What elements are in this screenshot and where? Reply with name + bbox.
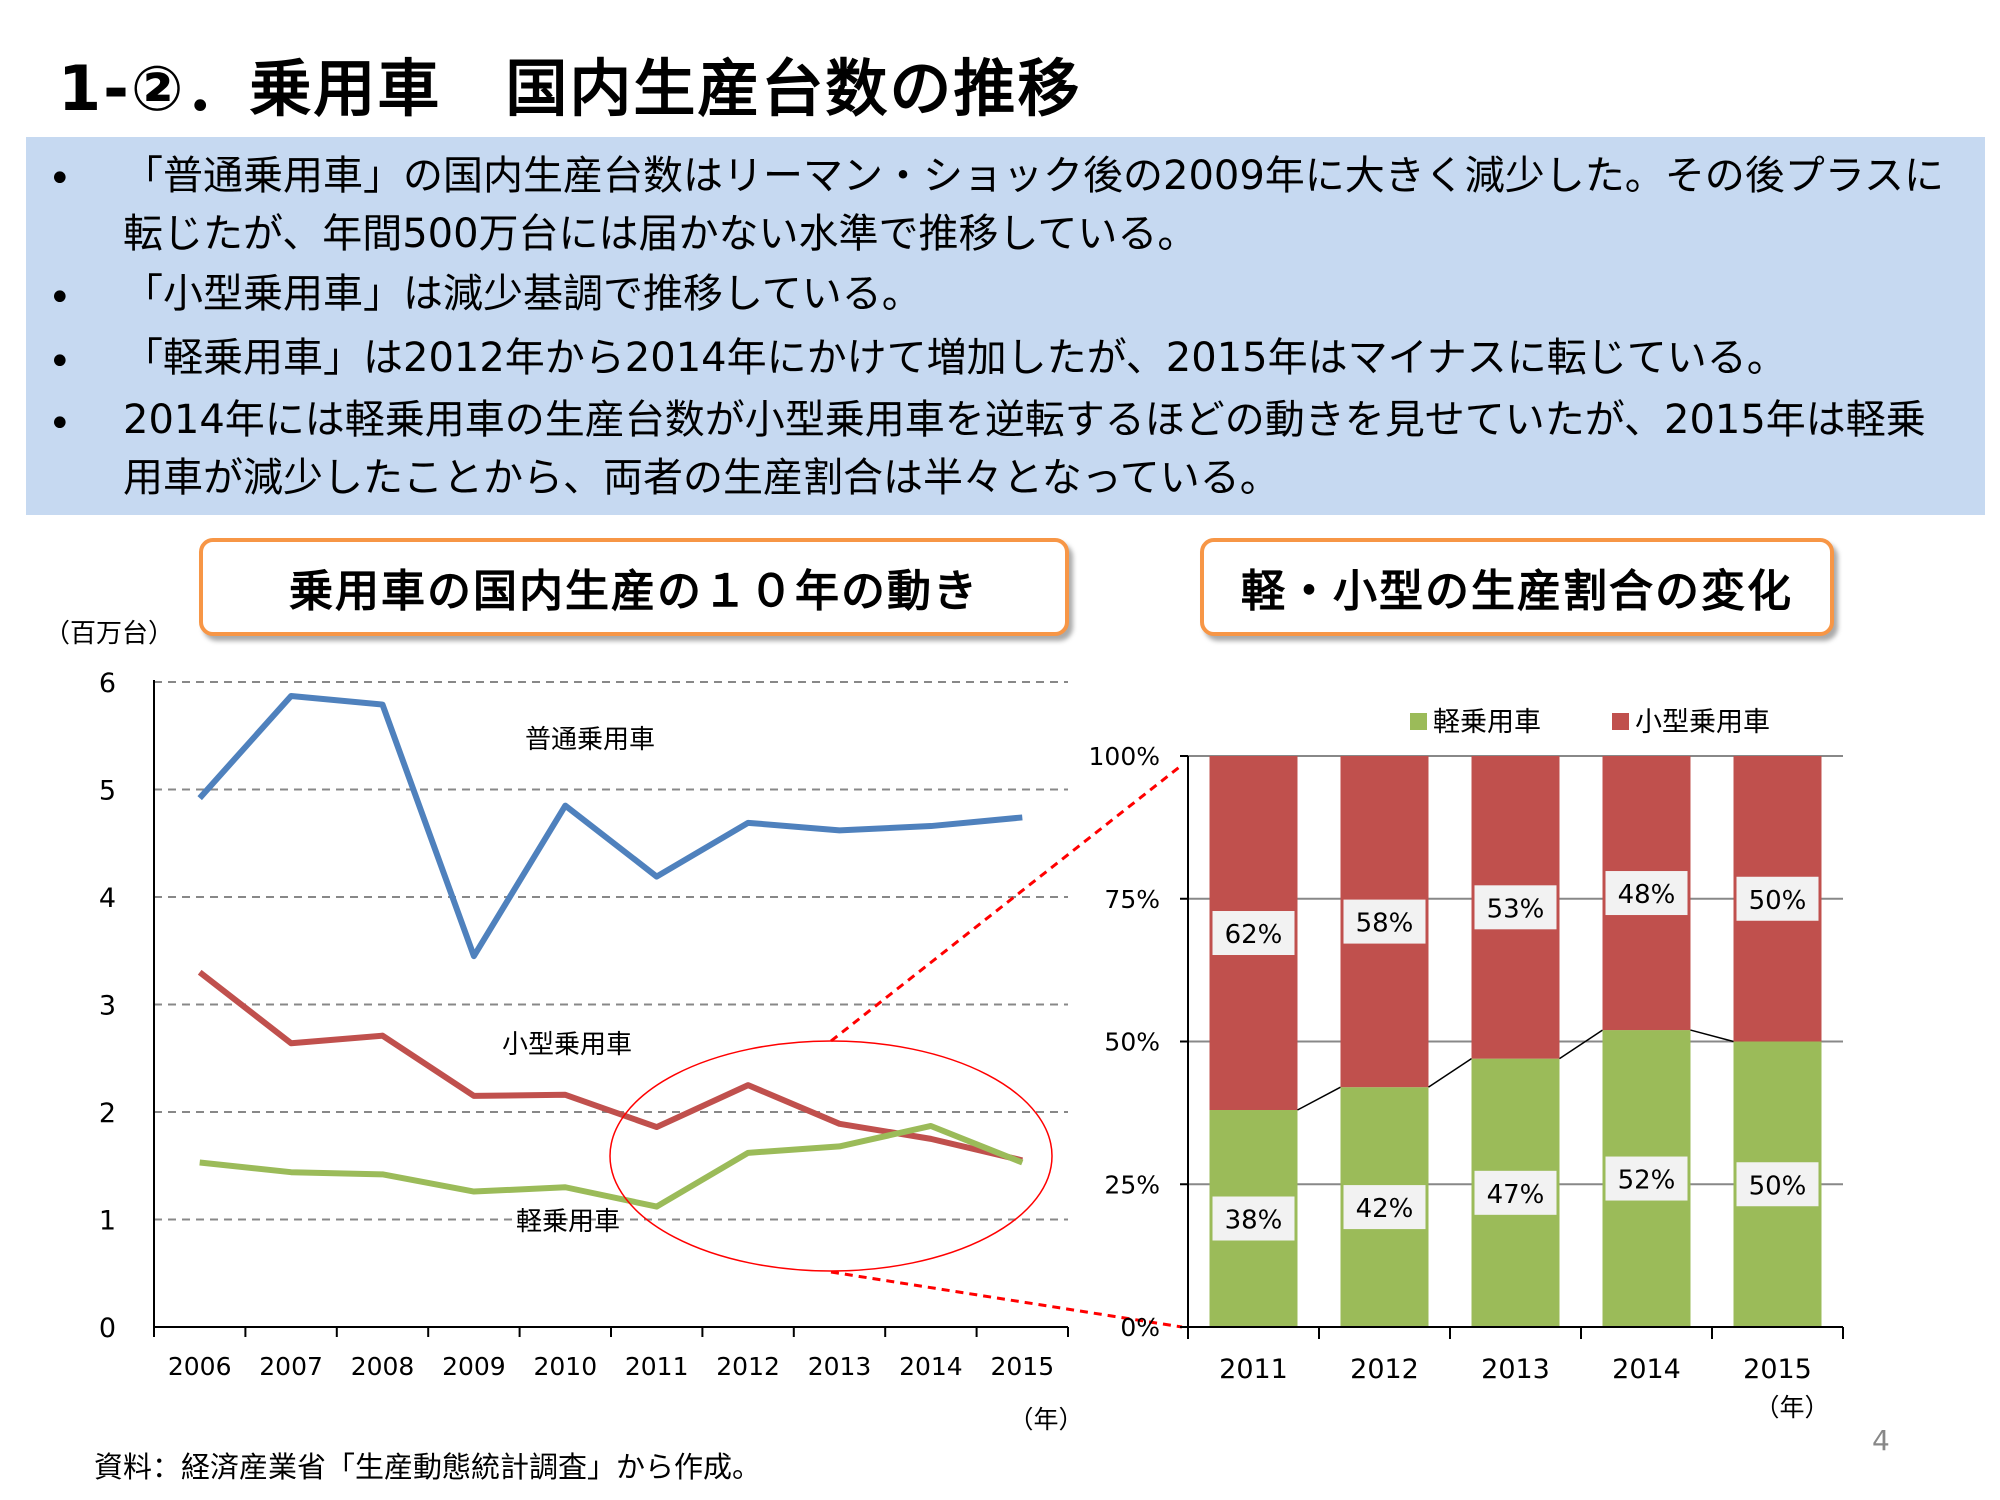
line-series-1 [197,692,1023,960]
series-label: 小型乗用車 [502,1030,632,1060]
y-tick-label: 75% [1104,885,1160,914]
series-connector-line [1297,1086,1341,1111]
right-chart-header: 軽・小型の生産割合の変化 [1200,538,1834,636]
bullet-icon: • [48,339,72,385]
x-tick-label: 2012 [716,1352,780,1381]
x-tick-label: 2007 [259,1352,323,1381]
bullet-icon: • [48,401,72,447]
x-tick-label: 2011 [1219,1354,1288,1385]
legend-swatch [1410,713,1427,730]
summary-box: • 「普通乗用車」の国内生産台数はリーマン・ショック後の2009年に大きく減少し… [26,137,1985,515]
x-tick-label: 2013 [1481,1354,1550,1385]
data-label: 52% [1618,1166,1676,1196]
line-series-2 [197,969,1023,1164]
x-axis-unit-label: （年） [1008,1405,1083,1434]
data-label-box [1212,1196,1295,1241]
data-label-box [1605,871,1688,916]
line-series-3 [199,1122,1024,1210]
data-label-box [1474,1170,1557,1215]
x-tick-label: 2008 [351,1352,415,1381]
summary-bullet-2: 「小型乗用車」は減少基調で推移している。 [123,271,922,317]
y-tick-label: 0 [99,1313,116,1344]
y-tick-label: 6 [99,668,116,699]
page-number: 4 [1872,1424,1890,1457]
data-label: 38% [1225,1206,1283,1236]
y-tick-label: 50% [1104,1028,1160,1057]
zoom-connector-line [830,1270,1183,1329]
x-tick-label: 2006 [168,1352,232,1381]
data-label: 62% [1225,920,1283,950]
data-label-box [1736,876,1819,921]
data-label: 47% [1487,1180,1545,1210]
legend-swatch [1612,713,1629,730]
data-label-box [1343,1185,1426,1230]
x-tick-label: 2011 [625,1352,689,1381]
summary-bullet-4: 2014年には軽乗用車の生産台数が小型乗用車を逆転するほどの動きを見せていたが、… [123,397,1926,501]
x-tick-label: 2014 [1612,1354,1681,1385]
bullet-icon: • [48,275,72,321]
y-tick-label: 1 [99,1206,116,1237]
series-label: 普通乗用車 [525,725,655,755]
y-tick-label: 100% [1089,742,1160,771]
data-label: 42% [1356,1194,1414,1224]
data-label-box [1343,899,1426,944]
left-chart-header: 乗用車の国内生産の１０年の動き [199,538,1069,636]
bullet-icon: • [48,156,72,202]
zoom-connector-line [830,763,1183,1043]
y-tick-label: 25% [1104,1170,1160,1199]
y-tick-label: 4 [99,883,116,914]
x-tick-label: 2010 [533,1352,597,1381]
series-connector-line [1690,1029,1734,1043]
data-label-box [1736,1162,1819,1207]
data-label-box [1605,1156,1688,1201]
legend-label: 小型乗用車 [1635,707,1770,738]
data-label: 48% [1618,880,1676,910]
series-connector-line [1428,1058,1472,1088]
data-label: 50% [1749,886,1807,916]
x-tick-label: 2014 [899,1352,963,1381]
x-tick-label: 2015 [990,1352,1054,1381]
y-tick-label: 0% [1120,1313,1160,1342]
source-footnote: 資料：経済産業省「生産動態統計調査」から作成。 [94,1450,762,1484]
data-label: 50% [1749,1171,1807,1201]
series-label: 軽乗用車 [516,1207,620,1237]
x-axis-unit-label: （年） [1754,1393,1829,1422]
y-axis-unit-label: （百万台） [44,619,174,649]
highlight-ellipse [609,1040,1053,1272]
summary-bullet-3: 「軽乗用車」は2012年から2014年にかけて増加したが、2015年はマイナスに… [123,335,1787,381]
x-tick-label: 2013 [808,1352,872,1381]
series-connector-line [1559,1029,1603,1060]
data-label-box [1212,911,1295,956]
y-tick-label: 2 [99,1098,116,1129]
y-tick-label: 3 [99,991,116,1022]
page-title: 1-②．乗用車 国内生産台数の推移 [58,52,1082,125]
legend-label: 軽乗用車 [1433,707,1541,738]
data-label: 58% [1356,909,1414,939]
y-tick-label: 5 [99,776,116,807]
x-tick-label: 2015 [1743,1354,1812,1385]
x-tick-label: 2012 [1350,1354,1419,1385]
data-label-box [1474,885,1557,930]
x-tick-label: 2009 [442,1352,506,1381]
summary-bullet-1: 「普通乗用車」の国内生産台数はリーマン・ショック後の2009年に大きく減少した。… [123,153,1944,257]
data-label: 53% [1487,894,1545,924]
